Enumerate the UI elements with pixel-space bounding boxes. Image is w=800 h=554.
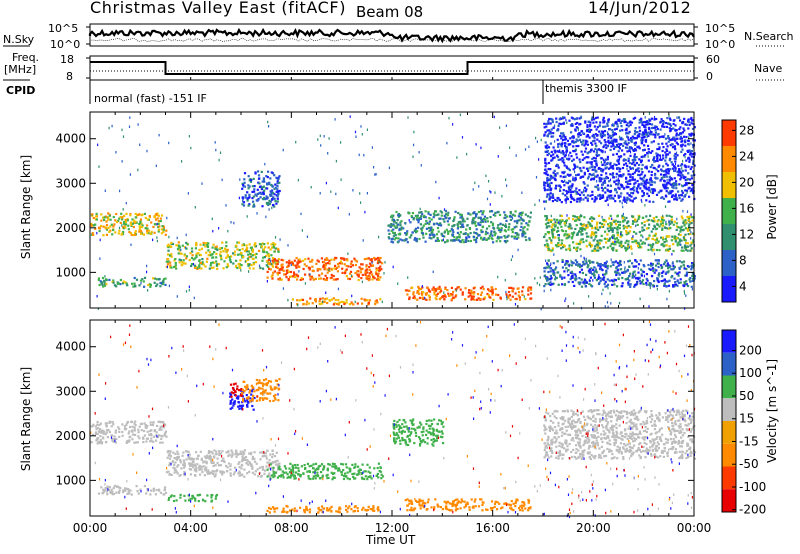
power-band-4 xyxy=(291,297,382,306)
x-tick-label-3: 12:00 xyxy=(375,521,410,535)
velocity-ytick-label-3: 4000 xyxy=(55,340,86,354)
velocity-band-2 xyxy=(97,484,168,496)
chart-title: Christmas Valley East (fitACF) xyxy=(90,0,347,17)
power-colorbar-tick-label-0: 4 xyxy=(739,279,747,293)
velocity-band-0 xyxy=(90,420,168,445)
x-tick-label-2: 08:00 xyxy=(274,521,309,535)
velocity-band-11 xyxy=(241,378,281,403)
velocity-colorbar-block-3 xyxy=(722,398,736,421)
x-axis-label: Time UT xyxy=(366,533,416,547)
power-band-6 xyxy=(387,210,532,244)
power-colorbar-block-6 xyxy=(722,120,736,146)
nave-tick-top: 60 xyxy=(706,53,720,66)
power-colorbar-tick-label-3: 16 xyxy=(739,201,754,215)
velocity-colorbar-tick-label-6: -100 xyxy=(739,480,766,494)
velocity-colorbar-block-7 xyxy=(722,489,736,512)
power-colorbar-block-2 xyxy=(722,224,736,250)
velocity-band-7 xyxy=(392,418,445,447)
x-tick-label-4: 16:00 xyxy=(475,521,510,535)
velocity-ytick-label-1: 2000 xyxy=(55,429,86,443)
velocity-noise xyxy=(90,320,696,519)
freq-unit-label: [MHz] xyxy=(4,63,37,76)
nsearch-series xyxy=(89,38,695,42)
cpid-segment-normal: normal (fast) -151 IF xyxy=(94,92,207,105)
power-band-8 xyxy=(241,170,281,208)
freq-tick-top: 18 xyxy=(60,53,74,66)
velocity-colorbar-tick-label-3: 15 xyxy=(739,412,754,426)
velocity-ytick-label-2: 3000 xyxy=(55,384,86,398)
power-colorbar-tick-label-5: 24 xyxy=(739,149,754,163)
freq-label: Freq. xyxy=(12,51,40,64)
x-tick-label-1: 04:00 xyxy=(173,521,208,535)
power-colorbar-tick-label-6: 28 xyxy=(739,123,754,137)
power-ytick-label-1: 2000 xyxy=(55,221,86,235)
power-band-1 xyxy=(165,241,280,270)
power-colorbar-block-5 xyxy=(722,146,736,172)
velocity-band-4 xyxy=(167,493,218,503)
freq-series xyxy=(90,61,694,75)
power-colorbar-block-1 xyxy=(722,250,736,276)
cpid-label: CPID xyxy=(6,84,36,97)
nsearch-tick-top: 10^5 xyxy=(705,22,736,35)
velocity-colorbar-block-4 xyxy=(722,421,736,444)
velocity-colorbar-frame xyxy=(721,329,737,513)
velocity-ytick-label-0: 1000 xyxy=(55,473,86,487)
freq-strip-frame xyxy=(89,55,695,81)
velocity-colorbar-tick-label-2: 50 xyxy=(739,389,754,403)
power-colorbar-tick-label-1: 8 xyxy=(739,253,747,267)
velocity-colorbar-block-2 xyxy=(722,375,736,399)
nsearch-label: N.Search xyxy=(744,30,794,43)
beam-label: Beam 08 xyxy=(356,3,424,21)
power-ytick-label-2: 3000 xyxy=(55,176,86,190)
velocity-band-8 xyxy=(543,409,697,461)
velocity-colorbar-tick-label-0: 200 xyxy=(739,343,762,357)
power-noise xyxy=(96,112,695,311)
date-label: 14/Jun/2012 xyxy=(588,0,692,17)
nsky-tick-top: 10^5 xyxy=(48,22,79,35)
power-colorbar-block-4 xyxy=(722,172,736,198)
velocity-colorbar-tick-label-1: 100 xyxy=(739,366,762,380)
velocity-colorbar-block-1 xyxy=(722,352,736,376)
nave-label: Nave xyxy=(754,62,783,75)
velocity-colorbar-tick-label-7: -200 xyxy=(739,503,766,517)
power-ytick-label-0: 1000 xyxy=(55,265,86,279)
power-band-0 xyxy=(90,212,168,237)
freq-tick-bottom: 8 xyxy=(66,70,73,83)
nsky-series xyxy=(88,27,695,44)
velocity-colorbar-block-6 xyxy=(722,466,736,490)
x-tick-label-0: 00:00 xyxy=(73,521,108,535)
velocity-band-10 xyxy=(229,382,243,398)
power-band-7 xyxy=(543,214,695,253)
velocity-colorbar-block-5 xyxy=(722,443,736,467)
power-band-3 xyxy=(266,256,384,282)
velocity-colorbar-block-0 xyxy=(722,330,736,353)
velocity-band-6 xyxy=(404,498,532,512)
power-ytick-label-3: 4000 xyxy=(55,132,86,146)
nsearch-tick-bottom: 10^0 xyxy=(705,38,736,51)
nave-tick-bottom: 0 xyxy=(706,70,713,83)
power-colorbar-block-0 xyxy=(722,276,736,302)
x-tick-label-6: 00:00 xyxy=(677,521,712,535)
nsky-tick-bottom: 10^0 xyxy=(50,38,81,51)
velocity-band-3 xyxy=(266,462,385,481)
power-band-5 xyxy=(404,285,533,302)
velocity-colorbar-tick-label-5: -50 xyxy=(739,457,759,471)
power-colorbar-block-3 xyxy=(722,198,736,224)
x-tick-label-5: 20:00 xyxy=(576,521,611,535)
power-colorbar-frame xyxy=(721,119,737,303)
power-band-2 xyxy=(97,276,167,288)
nsky-label: N.Sky xyxy=(3,33,35,46)
power-colorbar-tick-label-4: 20 xyxy=(739,175,754,189)
power-colorbar-tick-label-2: 12 xyxy=(739,227,754,241)
power-band-9 xyxy=(543,259,696,288)
cpid-segment-themis: themis 3300 IF xyxy=(545,82,628,95)
velocity-colorbar-tick-label-4: -15 xyxy=(739,434,759,448)
velocity-band-5 xyxy=(266,504,380,514)
